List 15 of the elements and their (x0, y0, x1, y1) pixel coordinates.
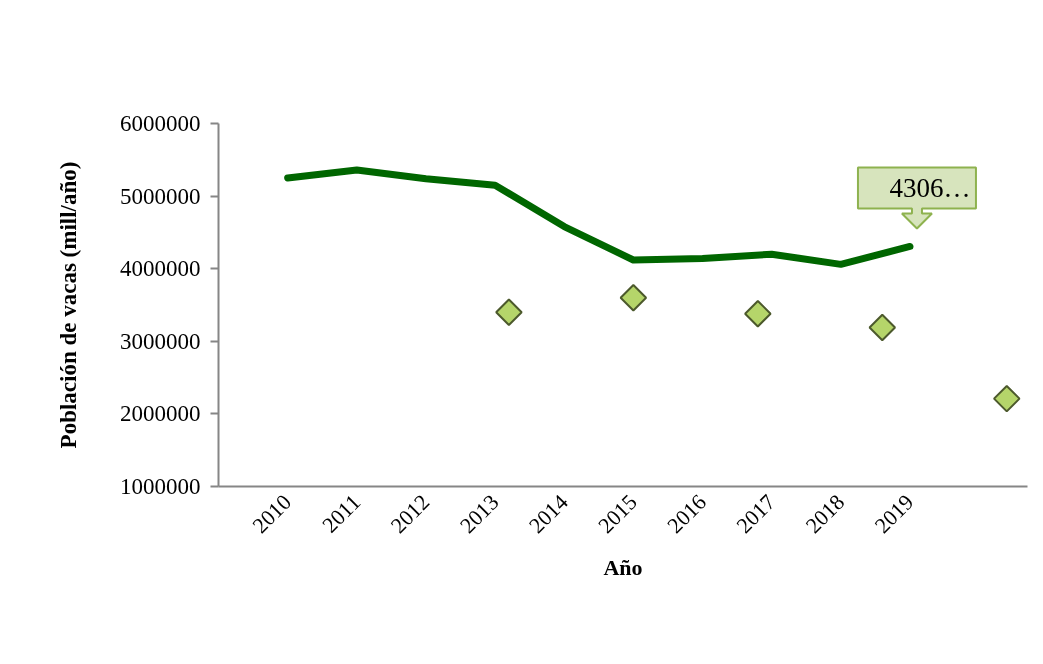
y-tick-label: 1000000 (120, 474, 201, 499)
point (744, 299, 772, 328)
y-axis-title: Población de vacas (mill/año) (56, 161, 81, 449)
point (619, 284, 648, 312)
point (495, 298, 523, 326)
y-tick-label: 6000000 (120, 111, 201, 136)
y-tick-label: 5000000 (120, 183, 201, 209)
y-tick-label: 3000000 (120, 328, 201, 354)
y-tick-label: 4000000 (120, 256, 201, 282)
point (993, 384, 1021, 413)
x-tick-label: 2011 (317, 489, 366, 538)
x-axis-title: Año (603, 554, 643, 580)
annotation: 4306… (889, 173, 971, 204)
y-tick-label: 2000000 (120, 401, 201, 427)
point (868, 313, 897, 342)
